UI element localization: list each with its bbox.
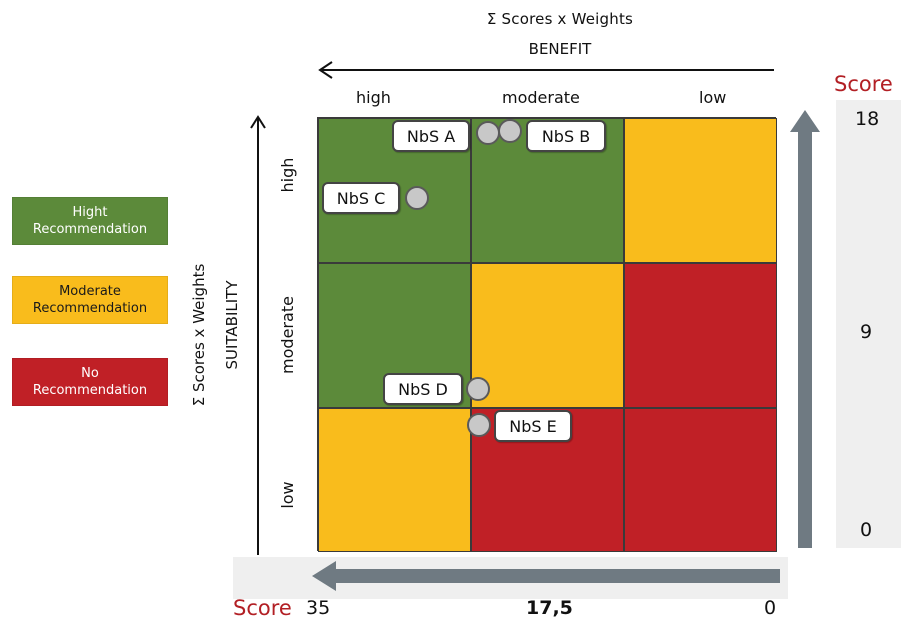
suitability-axis-subtitle: SUITABILITY bbox=[223, 280, 241, 370]
suitability-score-max: 18 bbox=[855, 108, 880, 130]
point-label-nbs-e: NbS E bbox=[494, 410, 572, 442]
point-label-nbs-c: NbS C bbox=[322, 182, 400, 214]
matrix-cell-r3-c3 bbox=[624, 408, 777, 552]
recommendation-matrix bbox=[317, 117, 777, 552]
legend-high-recommendation: Hight Recommendation bbox=[12, 197, 168, 245]
benefit-score-min: 0 bbox=[764, 597, 777, 619]
circle-marker-icon bbox=[476, 121, 500, 145]
benefit-arrow-icon bbox=[318, 61, 774, 79]
score-left-arrow-icon bbox=[312, 561, 780, 591]
benefit-axis-title: Σ Scores x Weights bbox=[486, 10, 634, 28]
suitability-row-low: low bbox=[278, 481, 297, 509]
suitability-arrow-icon bbox=[250, 115, 266, 555]
benefit-score-max: 35 bbox=[306, 597, 331, 619]
matrix-cell-r1-c3 bbox=[624, 118, 777, 263]
legend-no-recommendation: No Recommendation bbox=[12, 358, 168, 406]
suitability-row-high: high bbox=[278, 157, 297, 193]
benefit-score-mid: 17,5 bbox=[526, 597, 573, 619]
suitability-score-min: 0 bbox=[860, 519, 873, 541]
benefit-column-high: high bbox=[356, 88, 391, 107]
point-label-nbs-a: NbS A bbox=[392, 120, 470, 152]
circle-marker-icon bbox=[466, 377, 490, 401]
score-up-arrow-icon bbox=[790, 110, 820, 548]
legend-no-label: No Recommendation bbox=[32, 366, 148, 398]
suitability-score-mid: 9 bbox=[860, 321, 873, 343]
circle-marker-icon bbox=[498, 119, 522, 143]
benefit-column-low: low bbox=[699, 88, 727, 107]
suitability-row-moderate: moderate bbox=[278, 296, 297, 374]
benefit-score-label: Score bbox=[233, 596, 292, 620]
legend-moderate-recommendation: Moderate Recommendation bbox=[12, 276, 168, 324]
suitability-score-label: Score bbox=[834, 72, 893, 96]
score-panel-suitability bbox=[836, 100, 901, 548]
point-label-nbs-b: NbS B bbox=[526, 120, 606, 152]
matrix-cell-r2-c2 bbox=[471, 263, 624, 408]
legend-moderate-label: Moderate Recommendation bbox=[32, 284, 148, 316]
circle-marker-icon bbox=[405, 186, 429, 210]
benefit-axis-subtitle: BENEFIT bbox=[528, 40, 592, 58]
suitability-axis-title: Σ Scores x Weights bbox=[190, 263, 208, 407]
circle-marker-icon bbox=[467, 413, 491, 437]
matrix-cell-r3-c1 bbox=[318, 408, 471, 552]
benefit-column-moderate: moderate bbox=[502, 88, 580, 107]
legend-high-label: Hight Recommendation bbox=[32, 205, 148, 237]
point-label-nbs-d: NbS D bbox=[383, 373, 463, 405]
matrix-cell-r2-c3 bbox=[624, 263, 777, 408]
